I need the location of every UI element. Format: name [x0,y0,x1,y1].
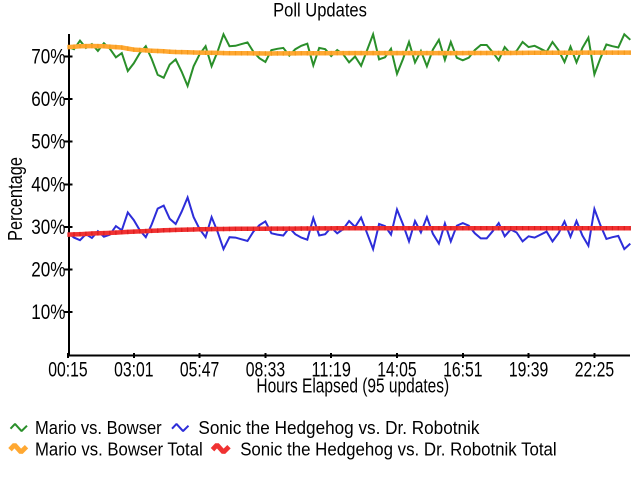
svg-text:14:05: 14:05 [377,357,416,381]
svg-text:60%: 60% [31,87,65,111]
svg-text:03:01: 03:01 [114,357,153,381]
svg-text:05:47: 05:47 [180,357,219,381]
svg-text:30%: 30% [31,215,65,239]
svg-text:20%: 20% [31,258,65,282]
svg-text:70%: 70% [31,45,65,69]
svg-text:10%: 10% [31,300,65,324]
svg-text:Sonic the Hedgehog vs. Dr. Rob: Sonic the Hedgehog vs. Dr. Robotnik Tota… [240,440,557,460]
svg-text:50%: 50% [31,130,65,154]
svg-text:16:51: 16:51 [443,357,482,381]
svg-text:Percentage: Percentage [5,157,27,241]
svg-text:Hours Elapsed (95 updates): Hours Elapsed (95 updates) [256,375,449,397]
svg-text:22:25: 22:25 [575,357,614,381]
svg-text:Mario vs. Bowser Total: Mario vs. Bowser Total [35,440,203,460]
svg-text:Mario vs. Bowser: Mario vs. Bowser [35,418,162,438]
svg-text:40%: 40% [31,172,65,196]
svg-text:Sonic the Hedgehog vs. Dr. Rob: Sonic the Hedgehog vs. Dr. Robotnik [198,418,480,438]
svg-text:11:19: 11:19 [312,357,351,381]
svg-text:19:39: 19:39 [509,357,548,381]
svg-text:00:15: 00:15 [48,357,87,381]
svg-text:Poll Updates: Poll Updates [273,1,367,22]
svg-text:08:33: 08:33 [246,357,285,381]
